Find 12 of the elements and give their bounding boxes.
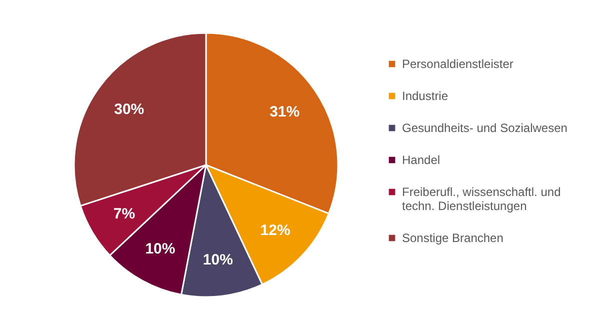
legend-label: Industrie <box>402 89 448 103</box>
legend-label: Handel <box>402 153 440 167</box>
data-label: 31% <box>270 104 300 121</box>
legend-label: Sonstige Branchen <box>402 231 504 245</box>
data-label: 10% <box>145 240 176 258</box>
data-label: 30% <box>114 101 144 118</box>
data-label: 10% <box>202 251 233 268</box>
data-label: 12% <box>260 222 290 240</box>
legend-label: Gesundheits- und Sozialwesen <box>402 121 568 135</box>
data-label: 7% <box>113 205 136 222</box>
legend-label: Personaldienstleister <box>402 57 514 71</box>
legend-label: Freiberufl., wissenschaftl. und techn. Dienstleistungen <box>402 185 561 213</box>
